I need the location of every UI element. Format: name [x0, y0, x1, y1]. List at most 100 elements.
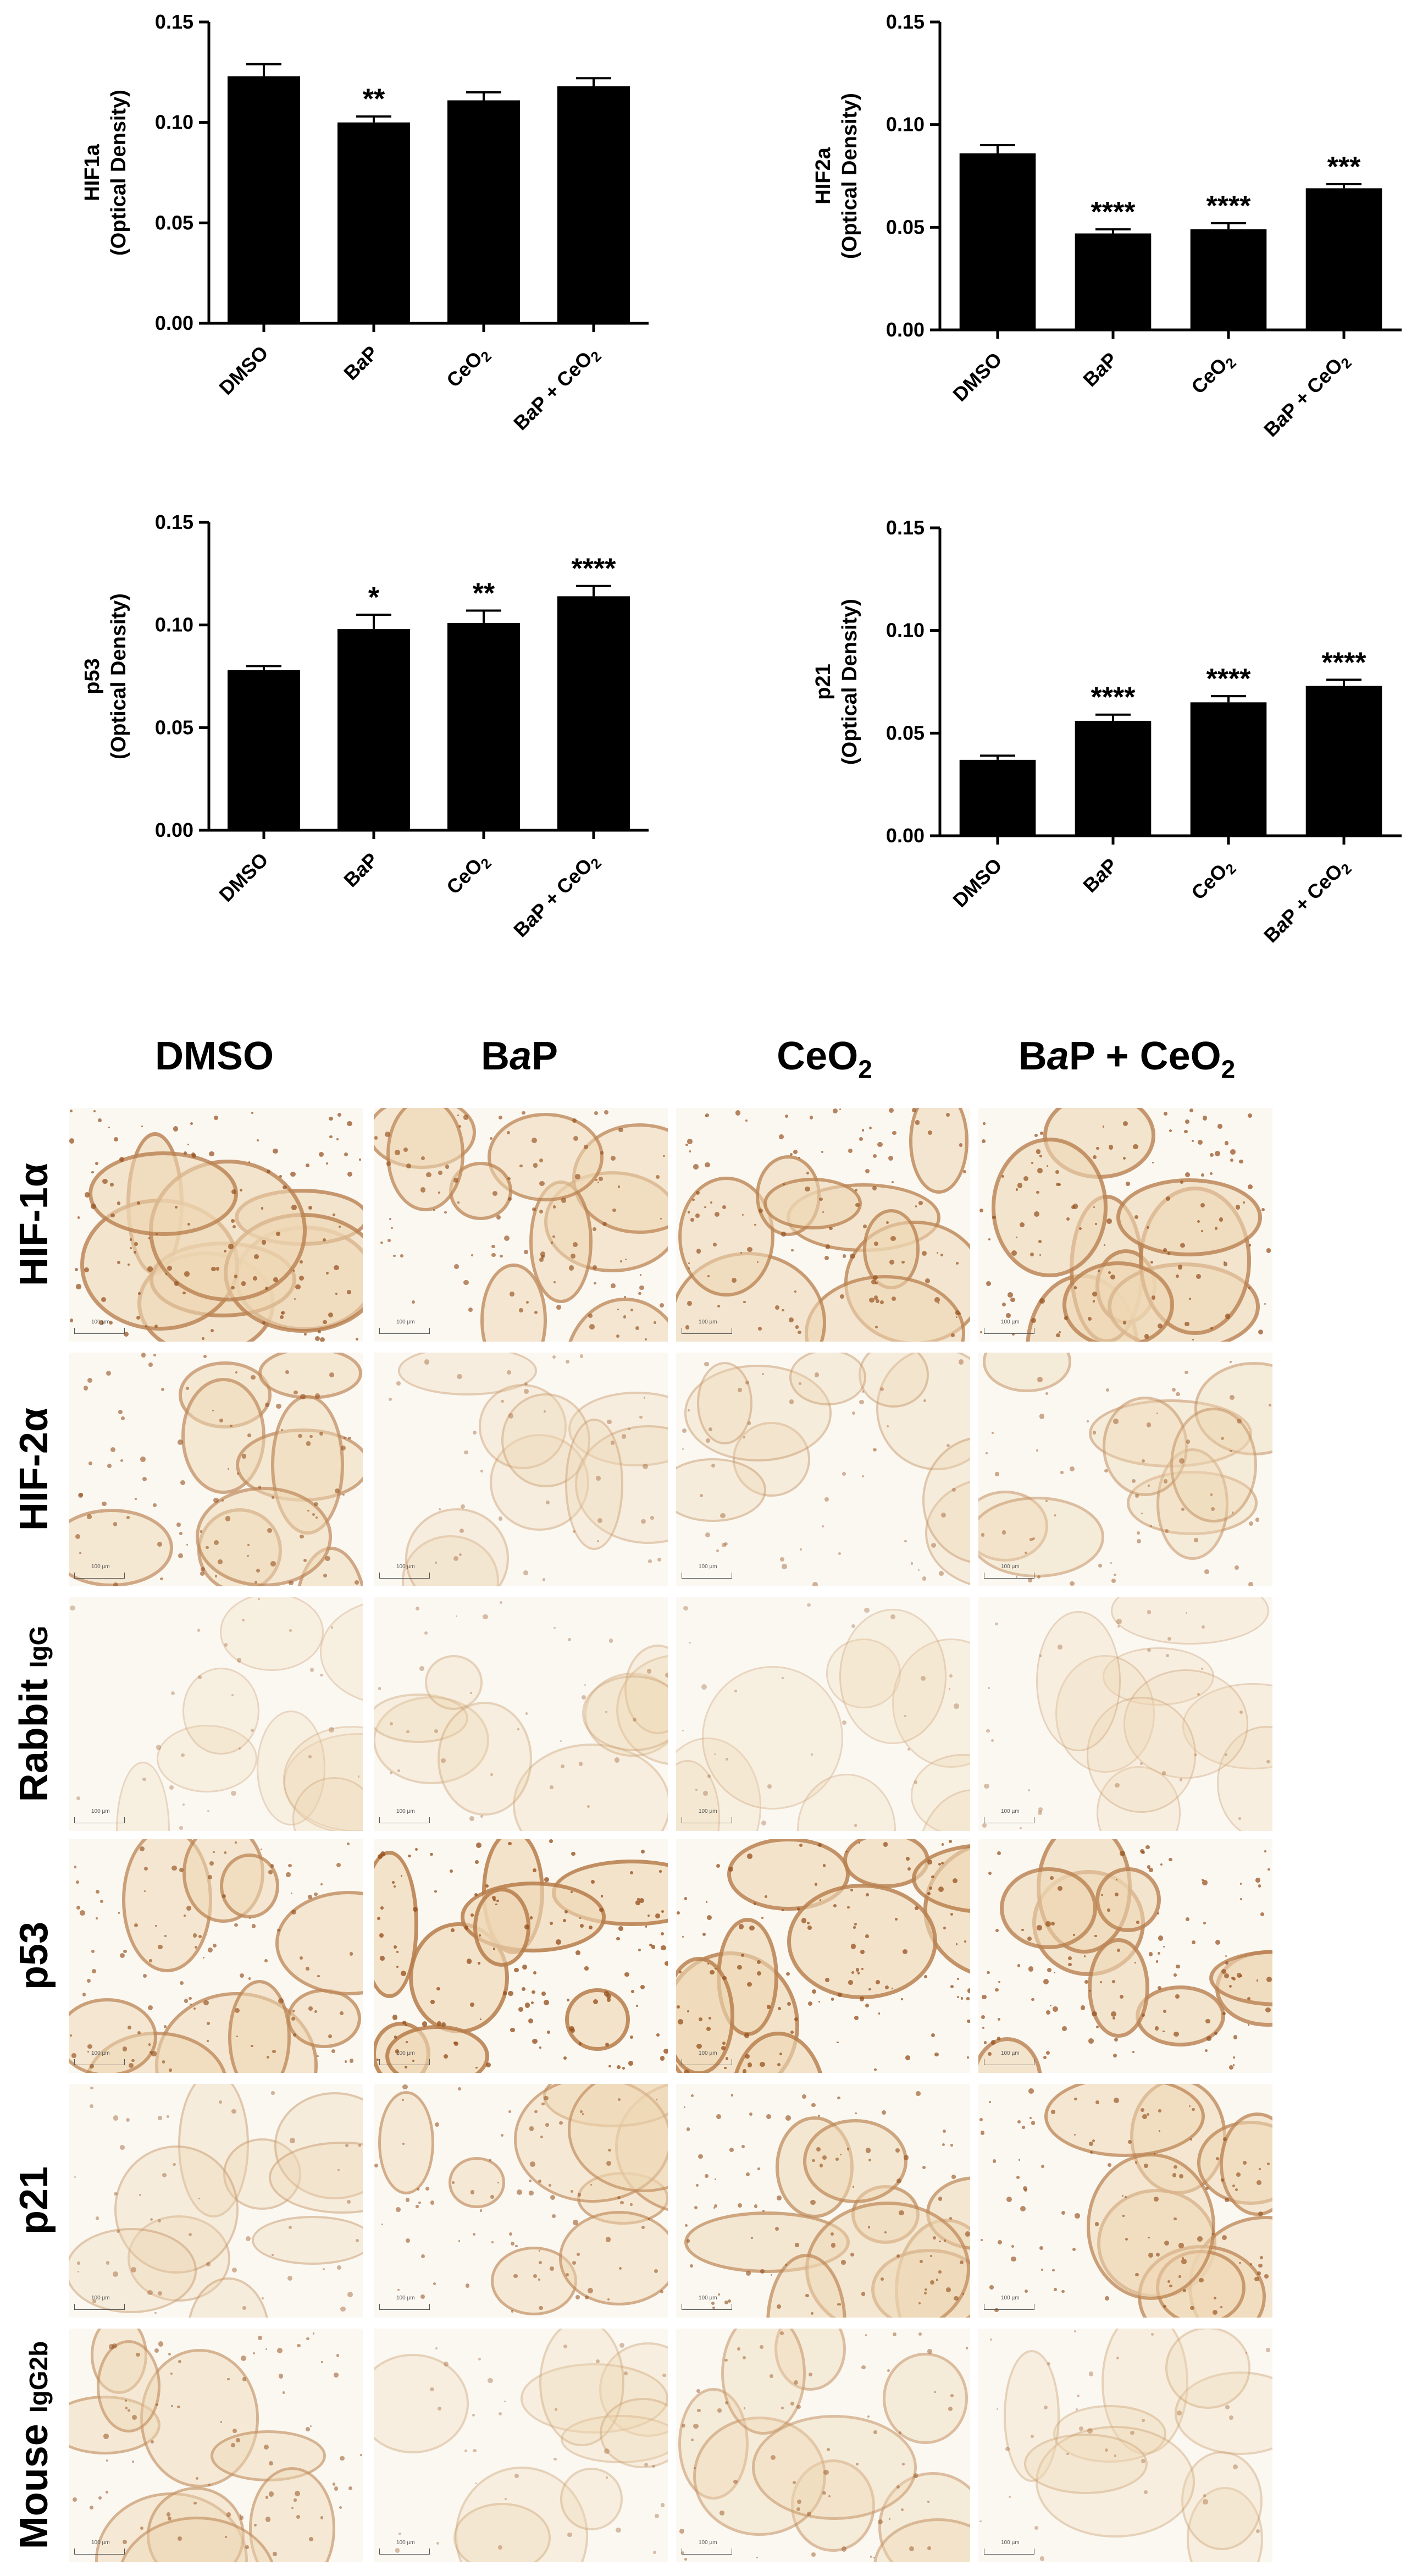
stain-dot — [1084, 1979, 1089, 1984]
stain-dot — [807, 1603, 811, 1607]
stain-dot — [209, 1861, 214, 1866]
stain-dot — [1036, 1449, 1038, 1452]
stain-dot — [684, 1896, 688, 1900]
stain-dot — [706, 1915, 712, 1921]
stain-dot — [464, 2450, 468, 2453]
stain-dot — [548, 2184, 551, 2187]
stain-dot — [1123, 1321, 1127, 1325]
stain-dot — [182, 1803, 185, 1806]
row-label: p21 — [12, 2166, 56, 2235]
stain-dot — [458, 2240, 461, 2243]
stain-dot — [1179, 2174, 1184, 2179]
stain-dot — [128, 2026, 132, 2030]
stain-dot — [708, 2016, 712, 2020]
stain-dot — [425, 2187, 429, 2191]
stain-dot — [1202, 1116, 1208, 1121]
stain-dot — [436, 1987, 441, 1991]
tissue-region — [582, 1675, 668, 1752]
stain-dot — [1036, 1924, 1042, 1930]
stain-dot — [789, 1399, 794, 1405]
stain-dot — [220, 2421, 223, 2423]
stain-dot — [1210, 1172, 1213, 1175]
stain-dot — [722, 2042, 726, 2045]
stain-dot — [989, 2101, 991, 2103]
stain-dot — [1038, 1807, 1043, 1812]
stain-dot — [960, 1997, 964, 2000]
stain-dot — [405, 2041, 408, 2044]
stain-dot — [138, 1292, 141, 1295]
stain-dot — [701, 1684, 707, 1690]
stain-dot — [647, 1559, 652, 1563]
stain-dot — [1128, 2140, 1132, 2144]
tissue-region — [182, 1667, 259, 1755]
stain-dot — [426, 1172, 431, 1177]
tissue-region — [1116, 1178, 1262, 1257]
stain-dot — [523, 1249, 528, 1255]
stain-dot — [791, 1249, 794, 1252]
stain-dot — [741, 2145, 745, 2148]
stain-dot — [838, 1552, 841, 1555]
stain-dot — [169, 1785, 174, 1790]
significance-label: ** — [363, 84, 385, 115]
stain-dot — [106, 2459, 108, 2462]
column-header: CeO2 — [777, 1034, 872, 1084]
stain-dot — [1233, 2035, 1238, 2039]
stain-dot — [687, 1138, 693, 1144]
stain-dot — [1155, 2252, 1160, 2257]
stain-dot — [170, 2372, 173, 2375]
stain-dot — [599, 1908, 604, 1912]
stain-dot — [705, 1900, 708, 1903]
stain-dot — [938, 1863, 941, 1866]
stain-dot — [824, 1255, 829, 1260]
stain-dot — [1225, 1955, 1227, 1957]
stain-dot — [1255, 1878, 1261, 1883]
stain-dot — [1265, 2348, 1270, 2353]
stain-dot — [563, 2056, 567, 2060]
stain-dot — [288, 1863, 292, 1868]
stain-dot — [779, 2053, 782, 2056]
stain-dot — [863, 1224, 867, 1228]
stain-dot — [349, 2059, 354, 2063]
x-tick-label: DMSO — [948, 348, 1006, 406]
stain-dot — [277, 1928, 280, 1932]
stain-dot — [793, 2380, 799, 2385]
stain-dot — [945, 2287, 951, 2292]
stain-dot — [1130, 2430, 1135, 2435]
stain-dot — [72, 2497, 77, 2502]
stain-dot — [1023, 2188, 1028, 2192]
stain-dot — [881, 2277, 884, 2281]
stain-dot — [1168, 1857, 1172, 1862]
stain-dot — [341, 1445, 346, 1450]
stain-dot — [1110, 1274, 1116, 1280]
stain-dot — [1266, 1976, 1272, 1982]
stain-dot — [1087, 2428, 1093, 2434]
stain-dot — [377, 2059, 379, 2061]
stain-dot — [1199, 2277, 1204, 2283]
stain-dot — [1150, 1525, 1152, 1527]
stain-dot — [831, 2243, 836, 2248]
stain-dot — [90, 2506, 94, 2510]
stain-dot — [1120, 1994, 1124, 1999]
stain-dot — [754, 1224, 756, 1226]
stain-dot — [1023, 1176, 1029, 1181]
stain-dot — [715, 1967, 717, 1970]
stain-dot — [291, 1205, 297, 1210]
stain-dot — [796, 2499, 801, 2504]
stain-dot — [647, 1914, 650, 1917]
stain-dot — [981, 1533, 985, 1537]
stain-dot — [948, 2407, 953, 2412]
stain-dot — [979, 1331, 983, 1334]
stain-dot — [528, 2179, 532, 2182]
stain-dot — [312, 1513, 316, 1516]
stain-dot — [918, 1200, 923, 1205]
stain-dot — [1167, 2280, 1171, 2283]
stain-dot — [593, 1227, 596, 1232]
stain-dot — [397, 2288, 400, 2291]
stain-dot — [523, 1570, 529, 1575]
stain-dot — [796, 2507, 800, 2512]
stain-dot — [522, 1111, 525, 1115]
stain-dot — [434, 1729, 438, 1734]
stain-dot — [727, 2299, 732, 2303]
stain-dot — [231, 1189, 237, 1194]
stain-dot — [995, 1622, 999, 1626]
